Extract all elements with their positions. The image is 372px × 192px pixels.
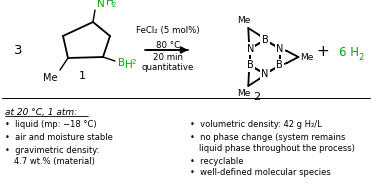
Text: •  air and moisture stable: • air and moisture stable [5, 133, 113, 142]
Text: 20 min: 20 min [153, 52, 183, 61]
Text: H: H [125, 60, 133, 70]
Text: quantitative: quantitative [142, 64, 194, 73]
Text: 1: 1 [78, 71, 86, 81]
Text: 2: 2 [132, 59, 137, 65]
Text: liquid phase throughout the process): liquid phase throughout the process) [199, 144, 355, 153]
Text: FeCl₂ (5 mol%): FeCl₂ (5 mol%) [136, 26, 200, 35]
Text: 2: 2 [253, 92, 260, 102]
Text: N: N [276, 44, 283, 54]
Text: 2: 2 [112, 2, 116, 8]
Text: N: N [261, 69, 269, 79]
Text: N: N [247, 44, 254, 54]
Text: 80 °C: 80 °C [156, 41, 180, 50]
Text: B: B [276, 60, 283, 70]
Text: Me: Me [237, 16, 251, 25]
Text: B: B [118, 58, 125, 68]
Text: •  gravimetric density:: • gravimetric density: [5, 146, 99, 155]
Text: 2: 2 [358, 52, 363, 61]
Text: 6 H: 6 H [339, 46, 359, 59]
Text: N: N [97, 0, 105, 9]
Text: •  no phase change (system remains: • no phase change (system remains [190, 133, 345, 142]
Text: H: H [106, 0, 114, 7]
Text: •  volumetric density: 42 g H₂/L: • volumetric density: 42 g H₂/L [190, 120, 322, 129]
Text: Me: Me [300, 52, 314, 61]
Text: N: N [276, 44, 283, 54]
Text: B: B [262, 35, 268, 45]
Text: •  recyclable: • recyclable [190, 157, 244, 166]
Text: +: + [317, 45, 329, 60]
Text: Me: Me [237, 89, 251, 98]
Text: Me: Me [43, 73, 57, 83]
Text: •  well-defined molecular species: • well-defined molecular species [190, 168, 331, 177]
Text: N: N [247, 44, 254, 54]
Text: N: N [261, 69, 269, 79]
Text: •  liquid (mp: −18 °C): • liquid (mp: −18 °C) [5, 120, 97, 129]
Text: B: B [247, 60, 254, 70]
Text: at 20 °C, 1 atm:: at 20 °C, 1 atm: [5, 108, 77, 117]
Text: 4.7 wt.% (material): 4.7 wt.% (material) [14, 157, 95, 166]
Text: B: B [262, 35, 268, 45]
Text: B: B [276, 60, 283, 70]
Text: B: B [247, 60, 254, 70]
Text: 3: 3 [14, 44, 22, 56]
